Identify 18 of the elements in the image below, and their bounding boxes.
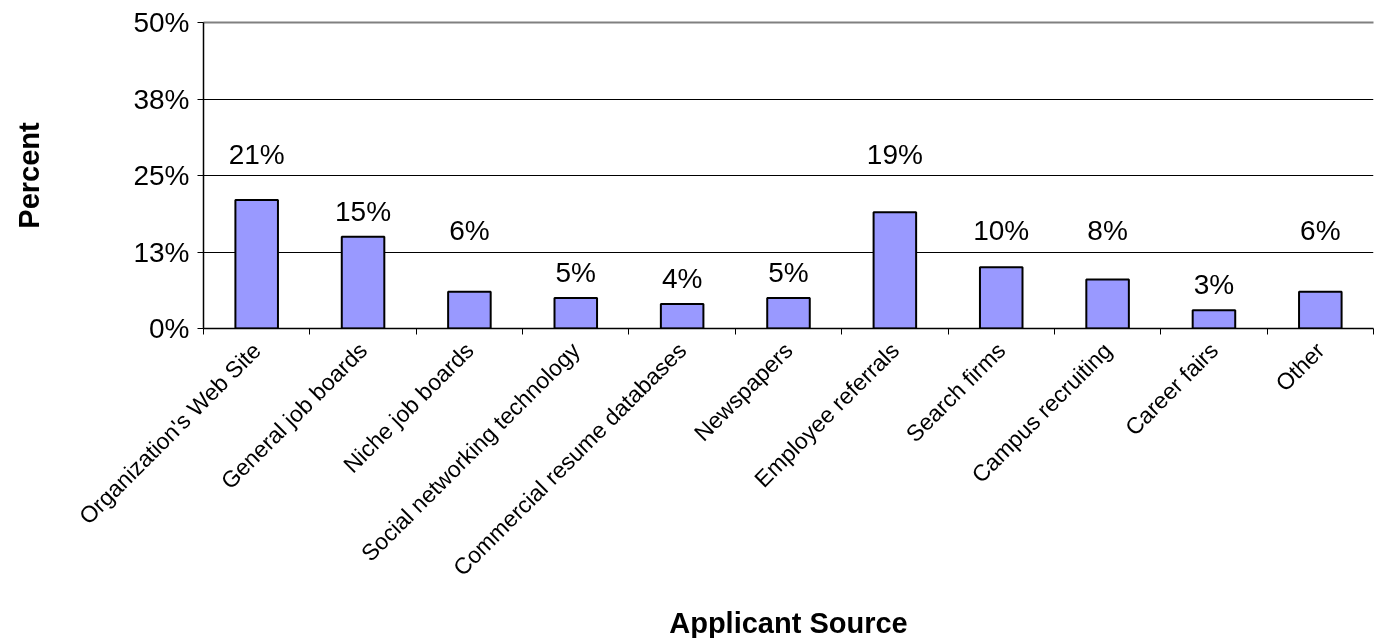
data-label: 19% (866, 138, 923, 170)
y-axis-title: Percent (13, 121, 46, 229)
y-tick-label: 38% (133, 83, 190, 115)
data-label: 8% (1087, 215, 1128, 246)
data-label: 15% (335, 195, 392, 227)
data-label: 10% (973, 215, 1030, 246)
y-tick-label: 13% (133, 236, 190, 268)
data-label: 6% (449, 215, 490, 246)
x-axis-title: Applicant Source (669, 606, 908, 638)
data-label: 4% (661, 263, 703, 295)
data-label: 6% (1300, 215, 1341, 246)
data-label: 3% (1193, 269, 1235, 301)
data-label: 21% (228, 138, 285, 170)
y-tick-label: 0% (149, 313, 190, 344)
data-label: 5% (768, 256, 809, 288)
y-tick-label: 25% (133, 160, 190, 191)
data-label: 5% (555, 256, 597, 288)
y-tick-label: 50% (133, 7, 190, 38)
